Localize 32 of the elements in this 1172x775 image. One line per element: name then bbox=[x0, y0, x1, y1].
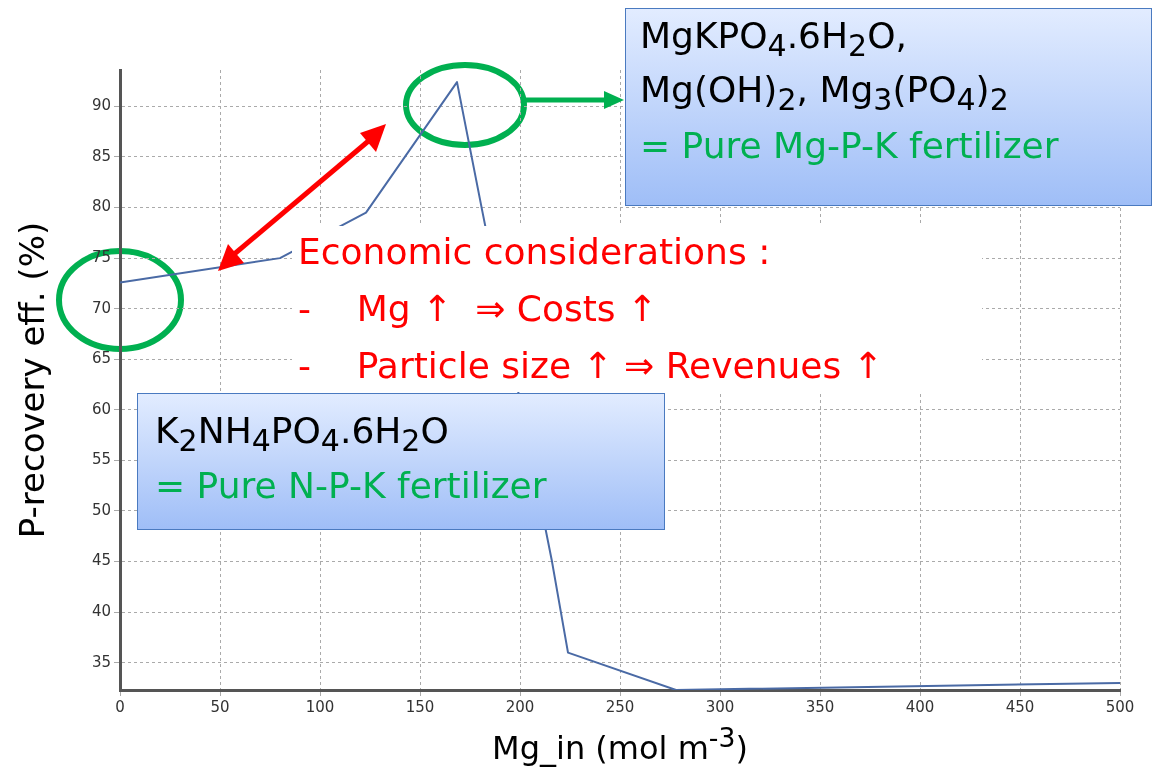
x-axis-title: Mg_in (mol m$^{-3}$) bbox=[491, 721, 749, 769]
x-tick-label: 500 bbox=[1105, 697, 1135, 716]
y-tick-label: 40 bbox=[91, 602, 111, 621]
y-axis-title: P-recovery eff. (%) bbox=[11, 221, 53, 539]
y-tick-label: 65 bbox=[91, 349, 111, 368]
annotation: = Pure Mg-P-K fertilizer bbox=[640, 124, 1059, 168]
x-tick-label: 0 bbox=[115, 697, 125, 716]
annotation: = Pure N-P-K fertilizer bbox=[155, 464, 547, 508]
text: MgKPO$_{4}$.6H$_{2}$O, bbox=[640, 14, 907, 66]
x-tick-label: 200 bbox=[505, 697, 535, 716]
x-tick-label: 350 bbox=[805, 697, 835, 716]
y-tick-label: 80 bbox=[91, 197, 111, 216]
y-tick-label: 45 bbox=[91, 551, 111, 570]
y-tick-label: 85 bbox=[91, 146, 111, 165]
y-tick-label: 35 bbox=[91, 652, 111, 671]
y-tick-label: 60 bbox=[91, 399, 111, 418]
y-tick-label: 70 bbox=[91, 298, 111, 317]
x-tick-label: 100 bbox=[305, 697, 335, 716]
text: K$_{2}$NH$_{4}$PO$_{4}$.6H$_{2}$O bbox=[155, 410, 449, 459]
x-tick-label: 300 bbox=[705, 697, 735, 716]
y-tick-label: 55 bbox=[91, 450, 111, 469]
annotation: Economic considerations : bbox=[298, 230, 771, 274]
annotation: Mg(OH)$_{2}$, Mg$_{3}$(PO$_{4}$)$_{2}$ bbox=[640, 68, 1009, 120]
x-tick-label: 400 bbox=[905, 697, 935, 716]
x-tick-label: 450 bbox=[1005, 697, 1035, 716]
y-tick-label: 90 bbox=[91, 96, 111, 115]
annotation: - Particle size ↑ ⇒ Revenues ↑ bbox=[298, 344, 883, 388]
x-tick-label: 250 bbox=[605, 697, 635, 716]
y-tick-label: 50 bbox=[91, 500, 111, 519]
x-tick-label: 150 bbox=[405, 697, 435, 716]
x-tick-label: 50 bbox=[210, 697, 230, 716]
annotation: - Mg ↑ ⇒ Costs ↑ bbox=[298, 287, 658, 331]
